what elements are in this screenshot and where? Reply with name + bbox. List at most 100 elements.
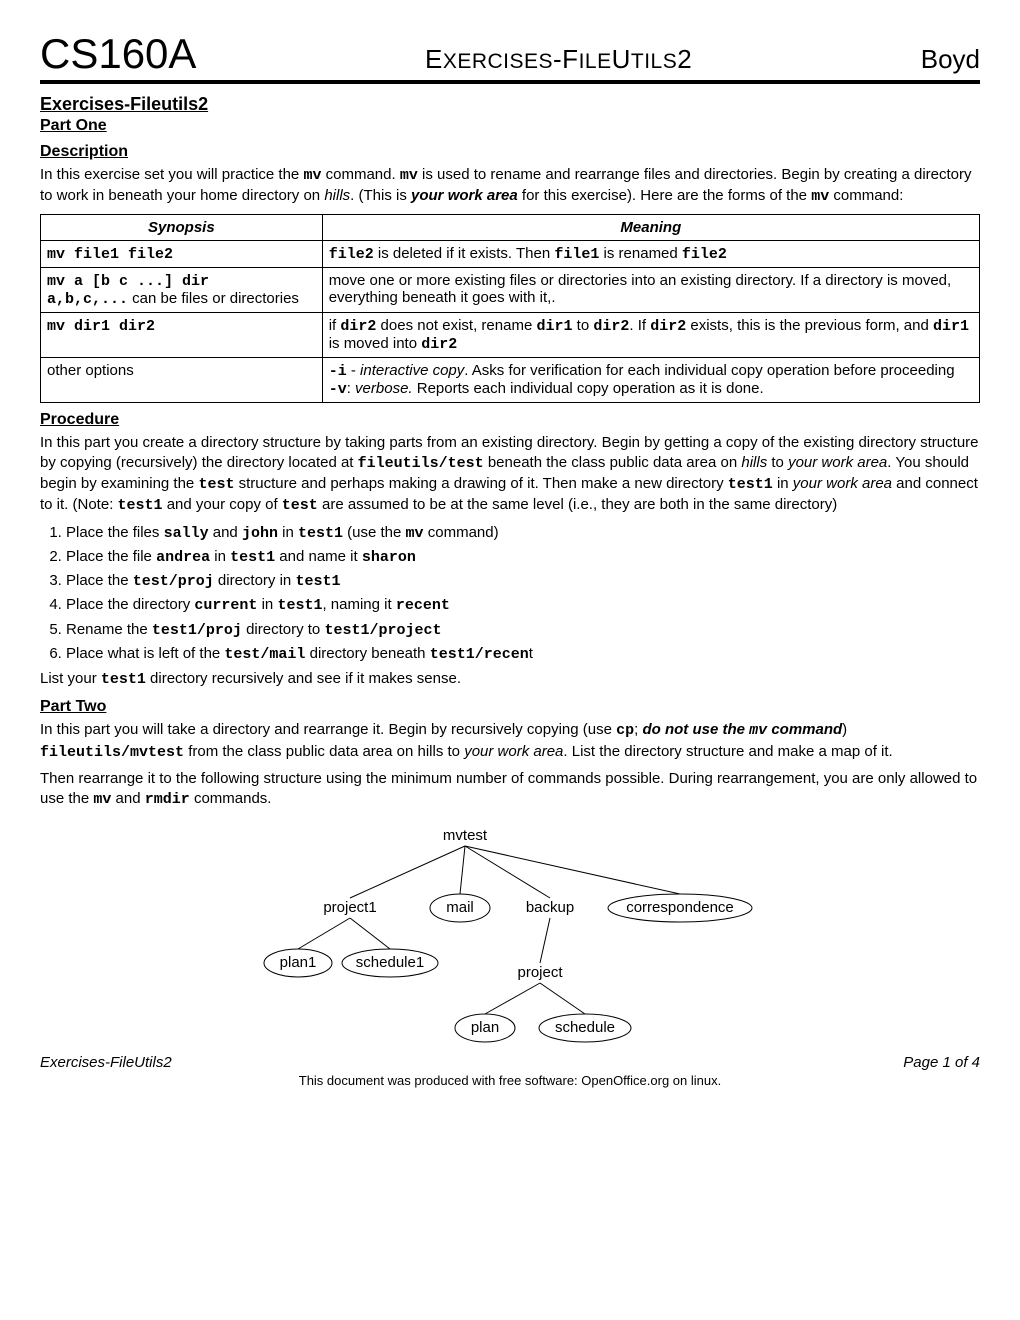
footer-left: Exercises-FileUtils2 bbox=[40, 1054, 172, 1071]
text: directory in bbox=[214, 572, 296, 589]
text: t bbox=[529, 645, 533, 662]
text: and name it bbox=[275, 548, 362, 565]
code: sally bbox=[164, 525, 209, 542]
code: mv bbox=[93, 791, 111, 808]
table-row: mv dir1 dir2 if dir2 does not exist, ren… bbox=[41, 312, 980, 357]
text: is moved into bbox=[329, 335, 422, 352]
text: and bbox=[111, 790, 144, 807]
code: cp bbox=[616, 722, 634, 739]
text: directory to bbox=[242, 621, 325, 638]
code: mv bbox=[406, 525, 424, 542]
page-footer: Exercises-FileUtils2 Page 1 of 4 bbox=[40, 1054, 980, 1071]
emphasis: command bbox=[767, 721, 842, 738]
text: . (This is bbox=[350, 187, 411, 204]
text: beneath the class public data area on bbox=[484, 454, 742, 471]
code: mv bbox=[749, 722, 767, 739]
code: test1 bbox=[295, 573, 340, 590]
text: - bbox=[347, 362, 360, 379]
code: file2 bbox=[682, 246, 727, 263]
footer-right: Page 1 of 4 bbox=[903, 1054, 980, 1071]
text: in bbox=[278, 524, 298, 541]
your-work-area: your work area bbox=[793, 475, 892, 492]
svg-text:plan: plan bbox=[471, 1019, 499, 1036]
step-item: Place the test/proj directory in test1 bbox=[66, 571, 980, 592]
emphasis: do not use the bbox=[642, 721, 749, 738]
svg-text:project1: project1 bbox=[323, 899, 376, 916]
footer-note: This document was produced with free sof… bbox=[40, 1073, 980, 1088]
code: current bbox=[194, 597, 257, 614]
text: to bbox=[572, 317, 593, 334]
your-work-area: your work area bbox=[411, 187, 518, 204]
text: Place the directory bbox=[66, 596, 194, 613]
your-work-area: your work area bbox=[788, 454, 887, 471]
hills: hills bbox=[741, 454, 767, 471]
code: dir2 bbox=[421, 336, 457, 353]
text: : bbox=[347, 380, 355, 397]
part-two-intro: In this part you will take a directory a… bbox=[40, 720, 980, 763]
intro-paragraph: In this exercise set you will practice t… bbox=[40, 165, 980, 208]
synopsis: mv dir1 dir2 bbox=[47, 318, 155, 335]
author-name: Boyd bbox=[921, 44, 980, 75]
code: dir1 bbox=[933, 318, 969, 335]
code: test/mail bbox=[224, 646, 305, 663]
title-main: Exercises-Fileutils2 bbox=[40, 94, 980, 115]
table-header-row: Synopsis Meaning bbox=[41, 214, 980, 240]
text: commands. bbox=[190, 790, 272, 807]
table-row: mv file1 file2 file2 is deleted if it ex… bbox=[41, 240, 980, 267]
svg-text:mail: mail bbox=[446, 899, 474, 916]
text: directory recursively and see if it make… bbox=[146, 670, 461, 687]
text: Place what is left of the bbox=[66, 645, 224, 662]
code: test/proj bbox=[133, 573, 214, 590]
table-row: other options -i - interactive copy. Ask… bbox=[41, 357, 980, 402]
code: file1 bbox=[554, 246, 599, 263]
text: List your bbox=[40, 670, 101, 687]
text: Place the files bbox=[66, 524, 164, 541]
text: to bbox=[767, 454, 788, 471]
text: command: bbox=[829, 187, 903, 204]
text: from the class public data area on hills… bbox=[184, 743, 464, 760]
code: -v bbox=[329, 381, 347, 398]
svg-text:mvtest: mvtest bbox=[443, 827, 488, 844]
code-mv: mv bbox=[811, 188, 829, 205]
svg-text:plan1: plan1 bbox=[280, 954, 317, 971]
your-work-area: your work area bbox=[464, 743, 563, 760]
page-header: CS160A EXERCISES-FILEUTILS2 Boyd bbox=[40, 30, 980, 84]
procedure-intro: In this part you create a directory stru… bbox=[40, 433, 980, 517]
section-procedure: Procedure bbox=[40, 411, 980, 429]
step-item: Place what is left of the test/mail dire… bbox=[66, 644, 980, 665]
code-mv: mv bbox=[400, 167, 418, 184]
code: dir1 bbox=[536, 318, 572, 335]
code: dir2 bbox=[593, 318, 629, 335]
text: Reports each individual copy operation a… bbox=[413, 380, 764, 397]
code: dir2 bbox=[650, 318, 686, 335]
text: Place the file bbox=[66, 548, 156, 565]
term: interactive copy bbox=[360, 362, 464, 379]
code: john bbox=[242, 525, 278, 542]
step-list: Place the files sally and john in test1 … bbox=[40, 523, 980, 666]
text: exists, this is the previous form, and bbox=[686, 317, 933, 334]
section-description: Description bbox=[40, 143, 980, 161]
code: dir2 bbox=[340, 318, 376, 335]
synopsis: mv a [b c ...] dir bbox=[47, 273, 209, 290]
code: -i bbox=[329, 363, 347, 380]
col-synopsis: Synopsis bbox=[41, 214, 323, 240]
code: test1/project bbox=[324, 622, 441, 639]
code: sharon bbox=[362, 549, 416, 566]
course-code: CS160A bbox=[40, 30, 196, 78]
text: ) bbox=[842, 721, 847, 738]
list-sentence: List your test1 directory recursively an… bbox=[40, 669, 980, 690]
text: for this exercise). Here are the forms o… bbox=[518, 187, 811, 204]
hills: hills bbox=[324, 187, 350, 204]
synopsis-table: Synopsis Meaning mv file1 file2 file2 is… bbox=[40, 214, 980, 403]
step-item: Place the files sally and john in test1 … bbox=[66, 523, 980, 544]
code: test1 bbox=[277, 597, 322, 614]
text: and bbox=[209, 524, 242, 541]
code: andrea bbox=[156, 549, 210, 566]
text: is deleted if it exists. Then bbox=[374, 245, 555, 262]
tree-diagram: mvtestproject1mailbackupcorrespondencepl… bbox=[240, 818, 780, 1048]
step-item: Place the directory current in test1, na… bbox=[66, 595, 980, 616]
text: does not exist, rename bbox=[376, 317, 536, 334]
section-part-two: Part Two bbox=[40, 698, 980, 716]
part-two-then: Then rearrange it to the following struc… bbox=[40, 769, 980, 811]
code: test1 bbox=[728, 476, 773, 493]
